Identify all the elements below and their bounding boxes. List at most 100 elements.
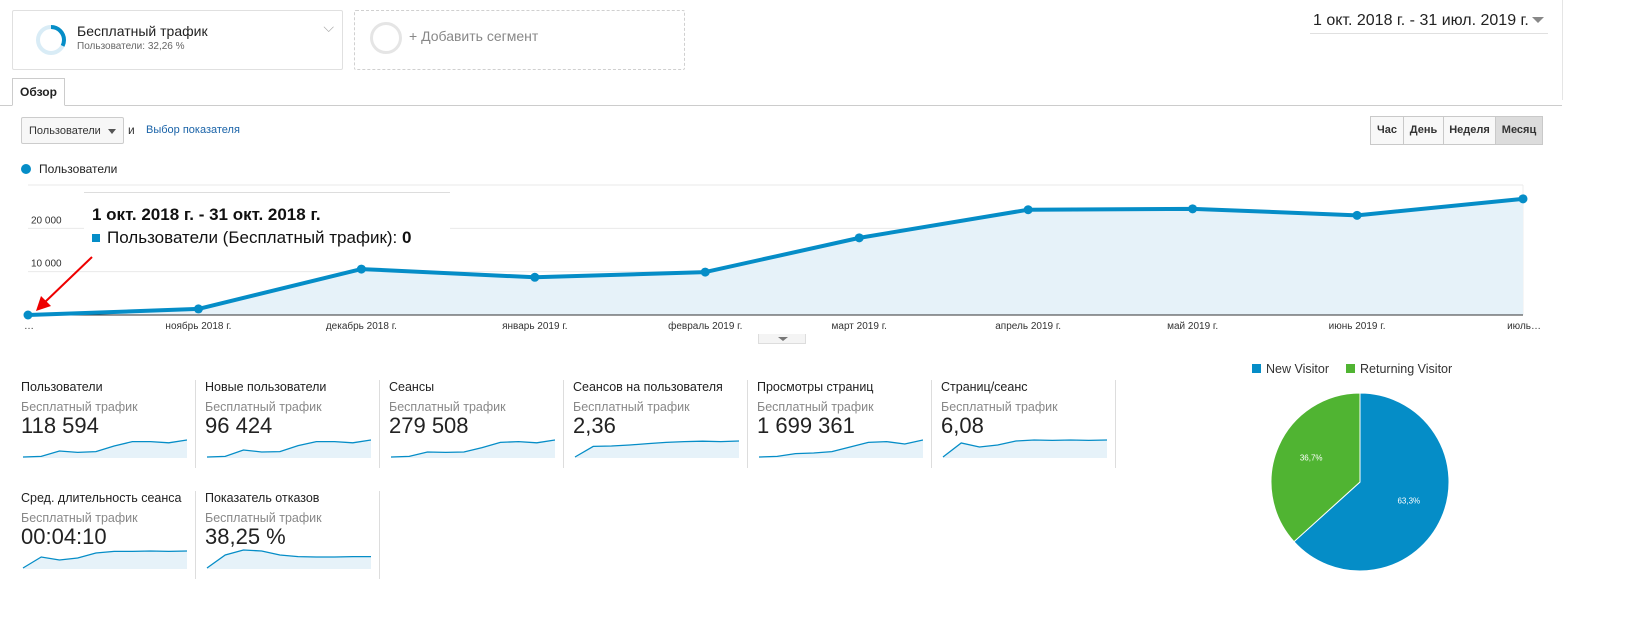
sparkline-line <box>206 549 371 569</box>
scorecard-metric-name: Просмотры страниц <box>757 380 874 394</box>
data-point <box>1352 210 1362 220</box>
segment-card-active[interactable]: Бесплатный трафик Пользователи: 32,26 % … <box>12 10 343 70</box>
y-tick-label: 20 000 <box>31 215 62 226</box>
pick-metric-link[interactable]: Выбор показателя <box>146 124 240 136</box>
scorecard[interactable]: Показатель отказов Бесплатный трафик 38,25… <box>205 491 377 581</box>
add-segment-label: + Добавить сегмент <box>409 28 539 44</box>
granularity-hour-button[interactable]: Час <box>1370 116 1404 145</box>
sparkline-area <box>575 441 739 458</box>
pie-legend-new: New Visitor <box>1252 362 1329 376</box>
scorecard-segment-label: Бесплатный трафик <box>21 511 138 525</box>
x-tick-label: май 2019 г. <box>1167 321 1218 332</box>
sparkline-area <box>391 440 555 458</box>
y-tick-label: 30 000 <box>31 180 62 183</box>
data-point <box>530 272 540 282</box>
legend-swatch <box>1346 364 1355 373</box>
empty-segment-ring-icon <box>370 22 402 54</box>
chevron-down-icon <box>778 337 788 341</box>
data-point <box>700 267 710 277</box>
sparkline-line <box>206 439 371 458</box>
date-range-picker[interactable]: 1 окт. 2018 г. - 31 июл. 2019 г. <box>1310 10 1548 34</box>
granularity-day-button[interactable]: День <box>1403 116 1444 145</box>
granularity-week-button[interactable]: Неделя <box>1443 116 1496 145</box>
caret-down-icon <box>108 129 116 134</box>
scorecard[interactable]: Новые пользователи Бесплатный трафик 96 42… <box>205 380 377 470</box>
scorecard-divider <box>195 491 196 579</box>
sparkline-line <box>942 439 1107 458</box>
scorecard-segment-label: Бесплатный трафик <box>205 511 322 525</box>
scorecard-metric-name: Сеансов на пользователя <box>573 380 723 394</box>
x-tick-label: … <box>24 321 34 332</box>
scorecard-divider <box>379 491 380 579</box>
and-label: и <box>128 123 135 137</box>
granularity-month-button[interactable]: Месяц <box>1495 116 1543 145</box>
scorecard[interactable]: Сеансы Бесплатный трафик 279 508 <box>389 380 561 470</box>
tooltip-series: Пользователи (Бесплатный трафик): 0 <box>107 228 411 248</box>
pie-slice-label: 63,3% <box>1397 497 1420 506</box>
pie-slice-new <box>1293 392 1450 572</box>
scorecard-metric-name: Пользователи <box>21 380 103 394</box>
panel-border <box>1562 0 1563 100</box>
scorecard-divider <box>195 380 196 468</box>
metric-select[interactable]: Пользователи <box>21 117 124 144</box>
scorecard-segment-label: Бесплатный трафик <box>941 400 1058 414</box>
scorecard-value: 96 424 <box>205 413 273 438</box>
data-point <box>1023 205 1033 215</box>
data-point <box>1518 194 1528 204</box>
scorecard-sparkline <box>942 439 1107 458</box>
scorecard-value: 118 594 <box>21 413 99 438</box>
segment-title: Бесплатный трафик <box>77 23 208 39</box>
data-point <box>854 233 864 243</box>
legend-dot-icon <box>21 164 31 174</box>
scorecard[interactable]: Пользователи Бесплатный трафик 118 594 <box>21 380 193 470</box>
data-point <box>356 264 366 274</box>
sparkline-line <box>22 439 187 458</box>
y-tick-label: 10 000 <box>31 259 62 270</box>
metric-select-value: Пользователи <box>29 125 101 137</box>
sparkline-line <box>390 439 555 458</box>
sparkline-line <box>574 440 739 458</box>
pie-legend-new-label: New Visitor <box>1266 362 1329 376</box>
sparkline-line <box>758 439 923 458</box>
sparkline-area <box>943 440 1107 458</box>
segment-subtitle: Пользователи: 32,26 % <box>77 41 185 52</box>
x-tick-label: январь 2019 г. <box>502 321 567 332</box>
scorecard[interactable]: Страниц/сеанс Бесплатный трафик 6,08 <box>941 380 1113 470</box>
x-tick-label: апрель 2019 г. <box>995 321 1061 332</box>
tooltip-series-swatch <box>92 234 100 242</box>
scorecard[interactable]: Просмотры страниц Бесплатный трафик 1 699 … <box>757 380 929 470</box>
scorecard-segment-label: Бесплатный трафик <box>21 400 138 414</box>
x-tick-label: ноябрь 2018 г. <box>165 320 231 332</box>
tooltip-series-value: 0 <box>402 228 412 247</box>
segment-share-ring-icon <box>36 25 66 55</box>
scorecard-metric-name: Новые пользователи <box>205 380 327 394</box>
scorecard-sparkline <box>574 440 739 458</box>
x-tick-label: июнь 2019 г. <box>1329 321 1386 332</box>
tab-overview[interactable]: Обзор <box>12 78 65 106</box>
annotation-arrow-icon <box>43 256 93 304</box>
scorecard[interactable]: Сред. длительность сеанса Бесплатный траф… <box>21 491 193 581</box>
scorecard-metric-name: Сред. длительность сеанса <box>21 491 182 505</box>
users-line-chart[interactable]: 10 000 20 000 30 000 … ноябрь 2018 г. декабрь… <box>0 180 1545 336</box>
scorecard-divider <box>379 380 380 468</box>
tooltip-series-label: Пользователи (Бесплатный трафик): <box>107 228 398 247</box>
scorecard-segment-label: Бесплатный трафик <box>573 400 690 414</box>
scorecard-sparkline <box>390 439 555 458</box>
data-point <box>1188 204 1198 214</box>
scorecard-divider <box>747 380 748 468</box>
date-range-label: 1 окт. 2018 г. - 31 июл. 2019 г. <box>1313 12 1529 29</box>
tab-divider <box>0 105 1562 106</box>
x-tick-label: июль… <box>1507 321 1541 332</box>
pie-slice-returning <box>1270 392 1361 543</box>
add-segment-button[interactable]: + Добавить сегмент <box>354 10 685 70</box>
expand-chart-toggle[interactable] <box>758 334 806 344</box>
scorecard-value: 00:04:10 <box>21 524 107 549</box>
scorecard-sparkline <box>206 549 371 569</box>
scorecard[interactable]: Сеансов на пользователя Бесплатный трафик… <box>573 380 745 470</box>
data-point <box>193 304 203 314</box>
visitor-type-pie-chart[interactable]: 63,3% 36,7% <box>1270 392 1450 572</box>
x-tick-label: февраль 2019 г. <box>668 320 742 332</box>
scorecard-divider <box>563 380 564 468</box>
scorecard-segment-label: Бесплатный трафик <box>205 400 322 414</box>
chevron-down-icon[interactable]: ⌵ <box>323 19 334 35</box>
